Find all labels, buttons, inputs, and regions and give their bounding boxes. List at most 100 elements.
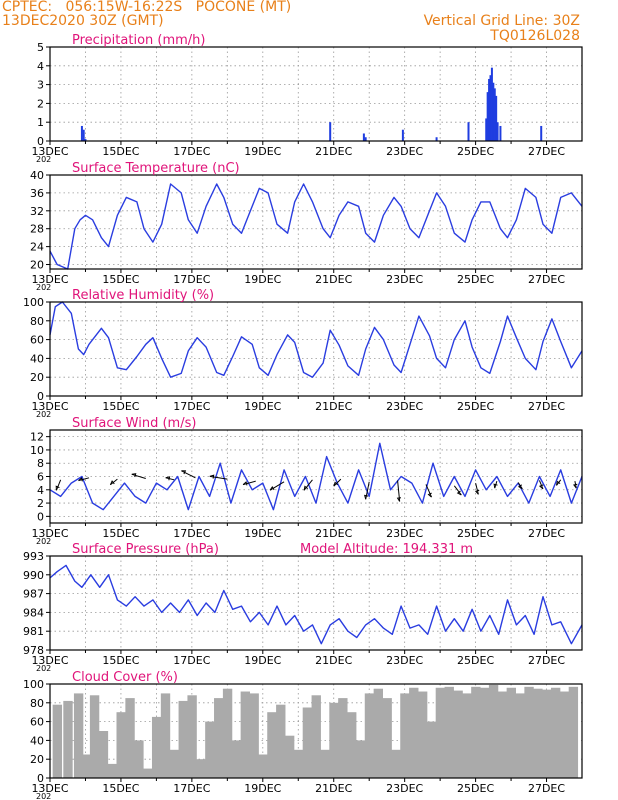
wind-arrow: [165, 477, 175, 481]
wind-arrow: [131, 473, 146, 479]
cloud-bar: [533, 688, 543, 778]
panel-frame: [49, 555, 583, 651]
precip-bar: [490, 67, 493, 141]
x-tick-label: 23DEC: [386, 654, 423, 667]
wind-arrow-head: [209, 474, 215, 479]
cloud-bar: [196, 759, 206, 778]
cloud-bar: [276, 704, 286, 778]
cloud-bar: [89, 695, 100, 778]
precip-bar: [362, 133, 365, 141]
y-tick-label: 984: [23, 606, 44, 619]
y-tick-label: 993: [23, 550, 44, 563]
wind-arrow: [209, 475, 228, 480]
cloud-bar: [258, 754, 268, 778]
wind-arrow: [303, 479, 313, 491]
x-tick-label: 17DEC: [173, 145, 210, 158]
cloud-bar: [559, 691, 570, 778]
wind-arrow-head: [78, 477, 83, 482]
cloud-bar: [293, 749, 304, 778]
x-tick-label: 27DEC: [528, 145, 565, 158]
precip-bar: [486, 92, 489, 141]
x-tick-label: 21DEC: [315, 145, 352, 158]
x-tick-label: 27DEC: [528, 654, 565, 667]
precip-bar: [82, 129, 85, 141]
x-tick-label: 21DEC: [315, 782, 352, 795]
wind-arrow: [365, 481, 370, 500]
cloud-bar: [338, 698, 348, 778]
y-tick-label: 12: [30, 431, 44, 444]
wind-arrow: [333, 478, 342, 487]
cloud-bar: [205, 721, 215, 778]
wind-arrow-head: [538, 484, 544, 490]
cloud-bar: [311, 695, 321, 778]
temp-series-line: [49, 183, 583, 270]
cloud-bar: [347, 712, 357, 778]
wind-arrow-head: [131, 473, 137, 478]
panel-frame: [49, 683, 583, 779]
wind-arrow: [538, 480, 544, 490]
cloud-bar: [178, 700, 188, 778]
precip-bar: [496, 122, 499, 141]
cloud-bar: [125, 698, 135, 778]
x-tick-label: 25DEC: [457, 782, 494, 795]
wind-arrow-head: [181, 470, 187, 475]
x-tick-label: 19DEC: [244, 145, 281, 158]
x-tick-label: 23DEC: [386, 145, 423, 158]
cloud-bar: [160, 693, 171, 778]
cloud-bar: [462, 693, 472, 778]
precip-bar: [467, 122, 470, 141]
cloud-bar: [187, 695, 197, 778]
cloud-bar: [515, 693, 525, 778]
y-tick-label: 24: [30, 241, 44, 254]
y-tick-label: 80: [30, 697, 44, 710]
precip-bar: [84, 139, 87, 141]
y-tick-label: 2: [37, 97, 44, 110]
y-tick-label: 20: [30, 371, 44, 384]
pres-subtitle: Model Altitude: 194.331 m: [300, 542, 473, 557]
x-tick-label: 15DEC: [102, 400, 139, 413]
precip-bar: [80, 125, 83, 141]
wind-arrow: [242, 480, 256, 486]
y-tick-label: 4: [37, 60, 44, 73]
panel-frame: [49, 174, 583, 270]
x-tick-label: 19DEC: [244, 782, 281, 795]
y-tick-label: 0: [37, 510, 44, 523]
x-tick-label: 19DEC: [244, 273, 281, 286]
x-tick-label: 21DEC: [315, 273, 352, 286]
wind-arrow-head: [364, 494, 369, 500]
cloud-bar: [107, 763, 117, 778]
y-tick-label: 5: [37, 41, 44, 54]
wind-arrow-head: [55, 485, 60, 491]
cloud-bar: [453, 690, 463, 778]
x-tick-label: 23DEC: [386, 400, 423, 413]
x-year-label: 202: [36, 155, 51, 164]
cloud-bar: [116, 712, 126, 778]
x-tick-label: 15DEC: [102, 782, 139, 795]
x-year-label: 202: [36, 537, 51, 546]
x-tick-label: 13DEC: [31, 654, 68, 667]
header-model-code: TQ0126L028: [490, 28, 580, 44]
pres-title: Surface Pressure (hPa): [72, 542, 219, 557]
header-station: CPTEC: 056:15W-16:22S POCONE (MT): [2, 0, 292, 15]
cloud-bar: [302, 707, 313, 778]
x-tick-label: 25DEC: [457, 145, 494, 158]
cloud-bar: [426, 721, 437, 778]
cloud-bar: [364, 693, 375, 778]
y-tick-label: 20: [30, 259, 44, 272]
x-tick-label: 25DEC: [457, 527, 494, 540]
panel-frame: [49, 301, 583, 397]
x-tick-label: 17DEC: [173, 400, 210, 413]
x-tick-label: 15DEC: [102, 527, 139, 540]
wind-arrow: [110, 478, 118, 486]
cloud-bar: [506, 687, 516, 778]
x-tick-label: 23DEC: [386, 273, 423, 286]
x-tick-label: 17DEC: [173, 527, 210, 540]
rh-title: Relative Humidity (%): [72, 288, 214, 303]
y-tick-label: 0: [37, 390, 44, 403]
x-tick-label: 19DEC: [244, 654, 281, 667]
precip-bar: [329, 122, 332, 141]
wind-arrow-head: [165, 476, 171, 481]
y-tick-label: 100: [23, 296, 44, 309]
cloud-bar: [480, 687, 490, 778]
cloud-bar: [320, 749, 330, 778]
